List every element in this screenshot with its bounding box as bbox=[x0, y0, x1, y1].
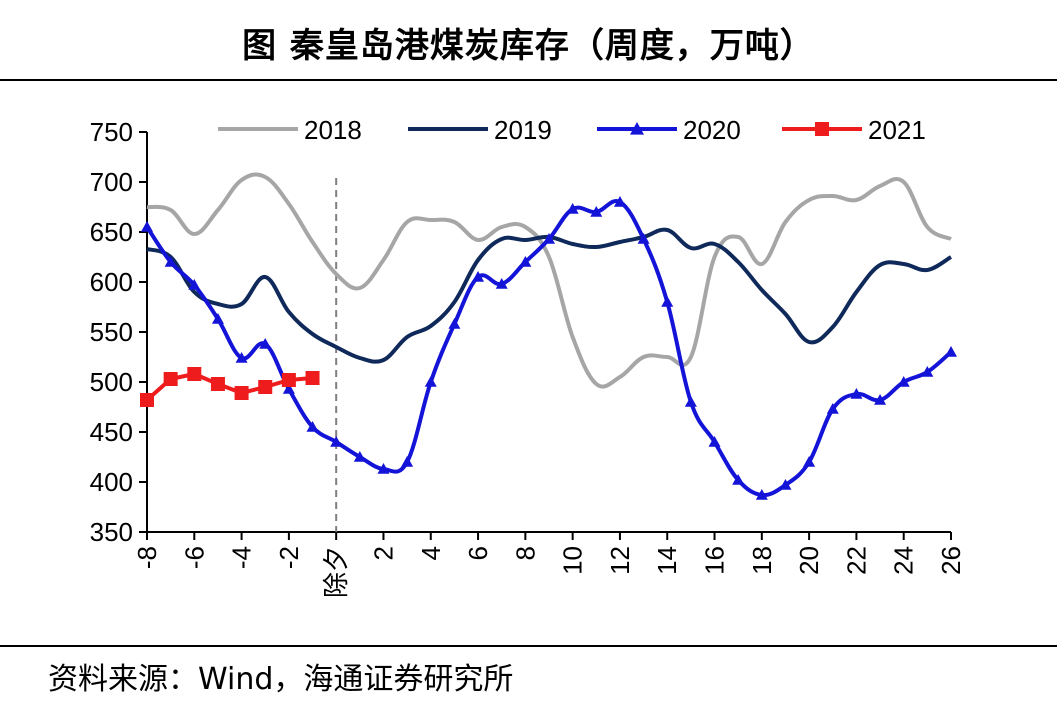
data-point bbox=[401, 456, 414, 467]
source-note: 资料来源：Wind，海通证券研究所 bbox=[48, 662, 514, 697]
y-tick-label: 750 bbox=[90, 117, 133, 147]
x-tick-label: -4 bbox=[227, 546, 257, 569]
data-point bbox=[164, 256, 177, 267]
data-point bbox=[141, 221, 153, 232]
x-tick-label: 24 bbox=[889, 546, 919, 575]
data-point bbox=[305, 371, 320, 385]
source-rule bbox=[0, 645, 1057, 647]
legend-item-2018: 2018 bbox=[218, 115, 362, 145]
data-point bbox=[282, 383, 295, 394]
legend-item-2021: 2021 bbox=[782, 115, 926, 145]
x-tick-label: 18 bbox=[747, 546, 777, 575]
x-tick-label: 22 bbox=[841, 546, 871, 575]
x-tick-label: 6 bbox=[463, 546, 493, 560]
data-point bbox=[495, 278, 508, 289]
data-point bbox=[210, 377, 225, 391]
x-tick-label: 16 bbox=[700, 546, 730, 575]
data-point bbox=[519, 256, 532, 267]
x-tick-label: 4 bbox=[416, 546, 446, 560]
legend-marker bbox=[815, 122, 829, 136]
series-2018 bbox=[146, 172, 952, 389]
data-point bbox=[258, 380, 273, 394]
data-point bbox=[330, 436, 343, 447]
x-tick-label: -2 bbox=[274, 546, 304, 569]
data-point bbox=[590, 206, 603, 217]
series-2020 bbox=[141, 196, 957, 500]
legend-label: 2018 bbox=[304, 115, 362, 145]
x-tick-label: 10 bbox=[558, 546, 588, 575]
data-point bbox=[661, 296, 674, 307]
data-point bbox=[377, 463, 390, 474]
legend-item-2020: 2020 bbox=[597, 115, 741, 145]
data-point bbox=[306, 421, 319, 432]
data-point bbox=[803, 456, 816, 467]
series-line-2019 bbox=[146, 227, 953, 364]
page-title: 图 秦皇岛港煤炭库存（周度，万吨） bbox=[242, 26, 815, 66]
data-point bbox=[637, 233, 650, 244]
data-point bbox=[921, 366, 934, 377]
x-tick-label: 2 bbox=[368, 546, 398, 560]
data-point bbox=[779, 479, 792, 490]
data-point bbox=[684, 396, 697, 407]
title-rule bbox=[0, 79, 1057, 81]
data-point bbox=[945, 346, 957, 357]
x-tick-label: 14 bbox=[652, 546, 682, 575]
y-tick-label: 600 bbox=[90, 267, 133, 297]
data-point bbox=[448, 318, 461, 329]
data-point bbox=[566, 203, 579, 214]
y-tick-label: 350 bbox=[90, 517, 133, 547]
data-point bbox=[826, 403, 839, 414]
data-point bbox=[281, 373, 296, 387]
series-line-2018 bbox=[146, 172, 952, 389]
chart-series bbox=[140, 172, 957, 500]
y-tick-label: 650 bbox=[90, 217, 133, 247]
data-point bbox=[235, 352, 248, 363]
series-2021 bbox=[140, 367, 320, 407]
x-tick-label: 12 bbox=[605, 546, 635, 575]
data-point bbox=[708, 436, 721, 447]
x-tick-label: 26 bbox=[936, 546, 966, 575]
y-tick-label: 700 bbox=[90, 167, 133, 197]
data-point bbox=[234, 386, 249, 400]
series-2019 bbox=[146, 227, 953, 364]
legend-label: 2021 bbox=[868, 115, 926, 145]
data-point bbox=[211, 313, 224, 324]
data-point bbox=[187, 367, 202, 381]
data-point bbox=[613, 196, 626, 207]
data-point bbox=[850, 388, 863, 399]
x-tick-label: 20 bbox=[794, 546, 824, 575]
data-point bbox=[188, 279, 201, 290]
y-tick-label: 450 bbox=[90, 417, 133, 447]
data-point bbox=[140, 393, 154, 407]
legend-item-2019: 2019 bbox=[408, 115, 552, 145]
data-point bbox=[472, 271, 485, 282]
data-point bbox=[755, 489, 768, 500]
legend-marker bbox=[630, 122, 644, 135]
x-tick-label: -8 bbox=[132, 546, 162, 569]
data-point bbox=[424, 376, 437, 387]
x-tick-label: 8 bbox=[510, 546, 540, 560]
y-tick-label: 400 bbox=[90, 467, 133, 497]
chart-legend: 2018 2019 2020 2021 bbox=[218, 115, 926, 145]
y-tick-label: 550 bbox=[90, 317, 133, 347]
x-tick-label: -6 bbox=[179, 546, 209, 569]
x-tick-label: 除夕 bbox=[321, 546, 351, 598]
data-point bbox=[874, 394, 887, 405]
data-point bbox=[543, 233, 555, 244]
y-tick-label: 500 bbox=[90, 367, 133, 397]
data-point bbox=[897, 376, 910, 387]
data-point bbox=[732, 474, 745, 485]
data-point bbox=[353, 451, 366, 462]
legend-label: 2019 bbox=[494, 115, 552, 145]
data-point bbox=[259, 338, 272, 349]
data-point bbox=[163, 372, 178, 386]
legend-label: 2020 bbox=[683, 115, 741, 145]
